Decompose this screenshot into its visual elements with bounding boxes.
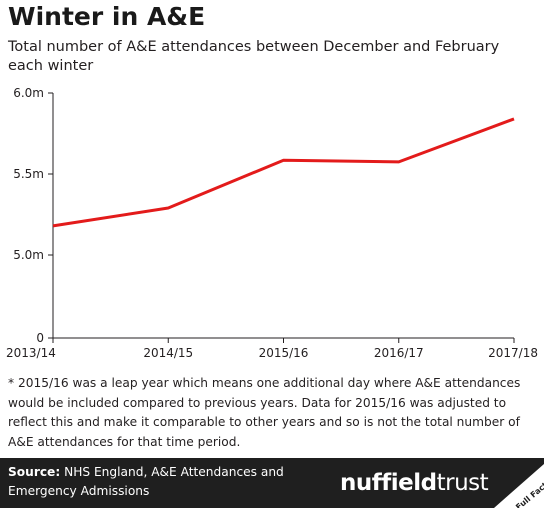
footer: Source: NHS England, A&E Attendances and… <box>0 458 544 508</box>
x-tick-label: 2015/16 <box>259 346 309 360</box>
chart-subtitle: Total number of A&E attendances between … <box>8 39 500 74</box>
y-tick-label: 0 <box>36 331 44 345</box>
source-text: NHS England, A&E Attendances and Emergen… <box>8 465 284 498</box>
line-chart: 0 5.0m 5.5m 6.0m 2013/14 2014/15 2015/16 2016/… <box>6 86 538 360</box>
source-label: Source: <box>8 465 61 479</box>
x-tick-label: 2014/15 <box>143 346 193 360</box>
y-tick-label: 6.0m <box>13 86 44 100</box>
x-tick-label: 2013/14 <box>6 346 56 360</box>
x-tick-label: 2017/18 <box>488 346 538 360</box>
nuffield-trust-logo: nuffieldtrust <box>340 470 489 496</box>
source-note: Source: NHS England, A&E Attendances and… <box>8 463 308 501</box>
y-tick-label: 5.0m <box>13 248 44 262</box>
logo-bold-text: nuffield <box>340 470 437 496</box>
full-fact-badge: Full Fact <box>494 464 544 508</box>
x-tick-label: 2016/17 <box>374 346 424 360</box>
series-line <box>52 117 515 228</box>
logo-regular-text: trust <box>436 470 489 496</box>
y-tick-label: 5.5m <box>13 167 44 181</box>
footnote: * 2015/16 was a leap year which means on… <box>8 376 521 449</box>
chart-title: Winter in A&E <box>8 2 206 31</box>
